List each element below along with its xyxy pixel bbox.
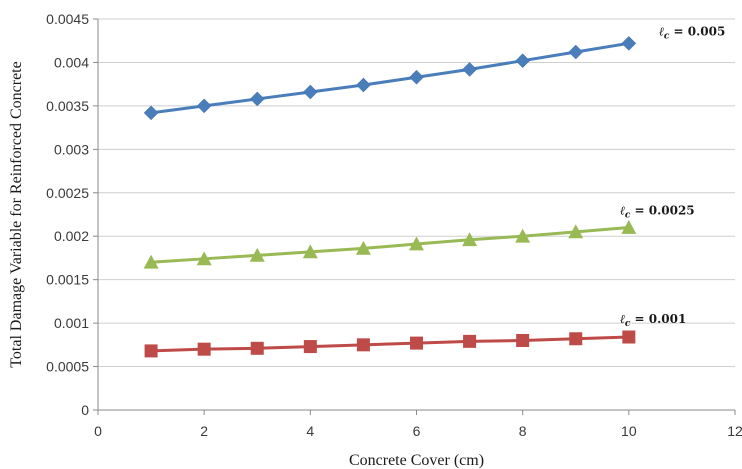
series-labels: ℓc = 0.005 ℓc = 0.0025 ℓc = 0.001 xyxy=(620,24,725,329)
y-tick-label: 0.0005 xyxy=(46,359,89,375)
data-point-marker xyxy=(249,91,265,107)
series-line xyxy=(151,335,629,353)
series-0 xyxy=(143,35,637,121)
data-point-marker xyxy=(621,35,637,51)
series-label: ℓc = 0.0025 xyxy=(620,204,695,221)
data-point-marker xyxy=(196,251,212,266)
series-2 xyxy=(144,330,636,358)
series-label: ℓc = 0.005 xyxy=(659,24,725,41)
data-point-marker xyxy=(515,53,531,69)
data-point-marker xyxy=(303,340,317,354)
x-tick-label: 4 xyxy=(306,423,314,439)
data-point-marker xyxy=(302,244,318,259)
data-point-marker xyxy=(622,330,636,344)
data-point-marker xyxy=(250,341,264,355)
data-point-marker xyxy=(302,84,318,100)
data-point-marker xyxy=(409,236,424,251)
data-point-marker xyxy=(516,333,530,347)
y-tick-labels: 0 0.0005 0.001 0.0015 0.002 0.0025 0.003 0.0035… xyxy=(46,11,89,418)
series-group xyxy=(143,35,637,358)
data-point-marker xyxy=(569,332,583,346)
y-tick-label: 0.003 xyxy=(54,141,89,157)
y-tick-label: 0.0045 xyxy=(46,11,89,27)
data-point-marker xyxy=(568,44,584,60)
data-point-marker xyxy=(515,228,531,243)
y-tick-label: 0.001 xyxy=(54,315,89,331)
axes xyxy=(93,18,736,415)
x-tick-label: 12 xyxy=(727,423,742,439)
data-point-marker xyxy=(196,98,212,114)
series-label: ℓc = 0.001 xyxy=(620,312,686,329)
data-point-marker xyxy=(462,62,477,77)
data-point-marker xyxy=(143,105,159,121)
data-point-marker xyxy=(144,344,158,358)
data-point-marker xyxy=(462,232,478,247)
data-point-marker xyxy=(355,240,371,255)
x-tick-label: 8 xyxy=(519,423,527,439)
x-tick-label: 6 xyxy=(413,423,421,439)
y-tick-label: 0.0025 xyxy=(46,185,89,201)
data-point-marker xyxy=(621,220,637,234)
x-axis-title: Concrete Cover (cm) xyxy=(349,452,484,469)
y-tick-label: 0.002 xyxy=(54,228,89,244)
data-point-marker xyxy=(568,224,584,239)
data-point-marker xyxy=(409,69,424,85)
x-tick-labels: 0 2 4 6 8 10 12 xyxy=(94,423,742,439)
data-point-marker xyxy=(249,247,265,262)
data-point-marker xyxy=(410,336,423,350)
x-tick-label: 10 xyxy=(621,423,637,439)
data-point-marker xyxy=(463,334,477,348)
series-1 xyxy=(143,220,637,269)
y-tick-label: 0.004 xyxy=(54,54,89,70)
data-point-marker xyxy=(143,254,159,269)
x-tick-label: 2 xyxy=(200,423,208,439)
y-tick-label: 0 xyxy=(81,402,89,418)
series-line xyxy=(150,226,629,264)
y-tick-label: 0.0035 xyxy=(46,98,89,114)
y-tick-label: 0.0015 xyxy=(46,272,89,288)
y-axis-title: Total Damage Variable for Reinforced Con… xyxy=(8,61,25,367)
data-point-marker xyxy=(356,338,370,352)
x-tick-label: 0 xyxy=(94,423,102,439)
data-point-marker xyxy=(356,77,371,93)
data-point-marker xyxy=(197,342,211,356)
series-line xyxy=(150,41,630,115)
